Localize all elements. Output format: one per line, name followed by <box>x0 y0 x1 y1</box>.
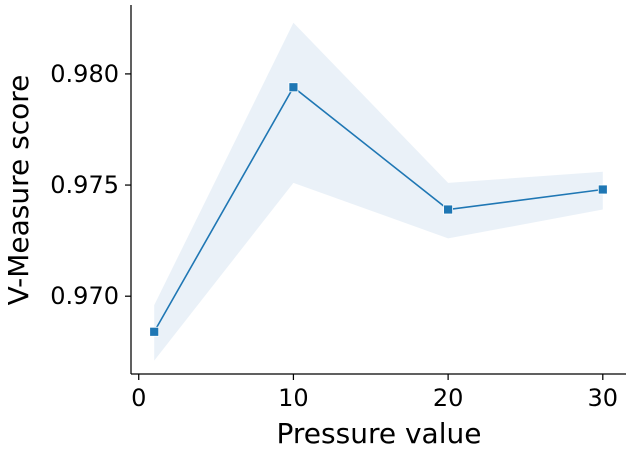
data-point <box>597 184 608 195</box>
y-axis-label: V-Measure score <box>2 75 35 306</box>
series-line <box>153 86 603 333</box>
confidence-band-layer <box>154 22 603 361</box>
x-tick-label: 30 <box>588 384 619 412</box>
y-tick-label: 0.975 <box>50 171 119 199</box>
x-tick-label: 10 <box>278 384 309 412</box>
data-point <box>288 82 299 93</box>
y-axis-ticks: 0.970 0.975 0.980 <box>50 60 131 310</box>
data-point-layer <box>149 82 608 337</box>
x-axis-ticks: 0 10 20 30 <box>131 374 618 412</box>
x-axis-label: Pressure value <box>277 417 482 450</box>
series-line-layer <box>153 86 603 333</box>
y-tick-label: 0.980 <box>50 60 119 88</box>
data-point <box>443 204 454 215</box>
x-tick-label: 20 <box>433 384 464 412</box>
x-tick-label: 0 <box>131 384 146 412</box>
confidence-band <box>154 22 603 361</box>
data-point <box>149 326 160 337</box>
y-tick-label: 0.970 <box>50 282 119 310</box>
